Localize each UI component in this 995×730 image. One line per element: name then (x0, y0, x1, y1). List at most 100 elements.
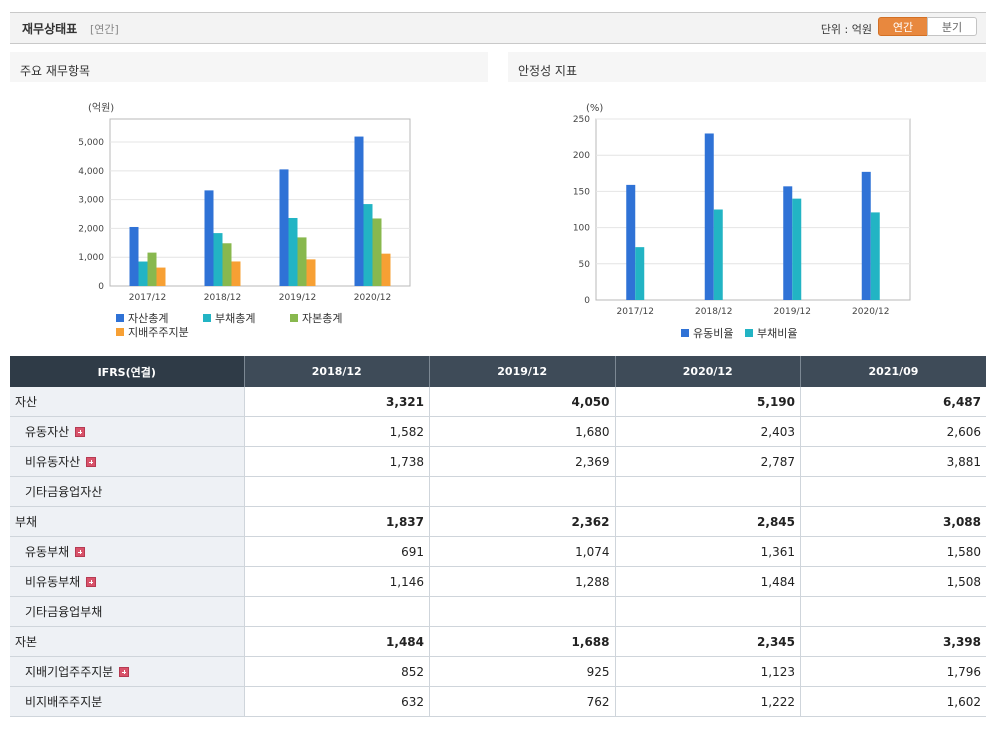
table-cell: 3,088 (800, 506, 986, 537)
y-axis-label: (억원) (88, 102, 114, 114)
legend-swatch (290, 314, 298, 322)
bar-2-2017-12 (635, 247, 645, 300)
table-cell: 1,602 (800, 686, 986, 717)
bar-1-2020-12 (354, 136, 364, 286)
table-cell (800, 596, 986, 627)
row-label-cell: 유동자산 (10, 416, 245, 447)
table-cell: 1,738 (244, 446, 430, 477)
bar-1-2020-12 (861, 171, 871, 300)
row-label-cell: 유동부채 (10, 536, 245, 567)
y-tick-label: 5,000 (78, 138, 104, 148)
bar-2-2017-12 (138, 261, 148, 286)
bar-1-2019-12 (783, 186, 793, 300)
bar-2-2020-12 (363, 204, 373, 286)
table-cell: 1,074 (429, 536, 616, 567)
row-label-cell: 부채 (10, 506, 245, 537)
table-cell: 852 (244, 656, 430, 687)
annual-toggle-button[interactable]: 연간 (878, 17, 928, 36)
table-cell: 1,796 (800, 656, 986, 687)
expand-plus-icon[interactable] (86, 457, 97, 467)
bar-1-2018-12 (204, 190, 214, 286)
table-row: 비유동자산 1,738 2,369 2,787 3,881 (10, 446, 986, 477)
bar-1-2017-12 (129, 226, 139, 286)
bar-3-2017-12 (147, 252, 157, 286)
table-header-row: IFRS(연결) 2018/12 2019/12 2020/12 2021/09 (10, 356, 986, 387)
table-cell: 1,508 (800, 566, 986, 597)
y-tick-label: 100 (573, 224, 590, 234)
table-cell (429, 476, 616, 507)
table-cell: 3,321 (244, 387, 430, 417)
expand-plus-icon[interactable] (86, 577, 97, 587)
expand-plus-icon[interactable] (75, 547, 86, 557)
legend-label: 지배주주지분 (128, 326, 189, 339)
table-cell: 1,123 (615, 656, 801, 687)
table-row: 유동부채 691 1,074 1,361 1,580 (10, 536, 986, 567)
key-items-chart: 0 1,000 2,000 3,000 4,000 5,000 (억원) 2017/12 201… (78, 102, 411, 339)
y-tick-label: 200 (573, 151, 590, 161)
expand-plus-icon[interactable] (75, 427, 86, 437)
row-label: 기타금융업자산 (25, 485, 103, 499)
bar-2-2019-12 (288, 217, 298, 286)
y-tick-label: 0 (98, 282, 104, 292)
legend-label: 부채비율 (757, 327, 797, 340)
table-cell: 1,580 (800, 536, 986, 567)
table-cell (615, 596, 801, 627)
section-header: 재무상태표 [연간] 단위 : 억원 연간 분기 (10, 12, 986, 44)
bar-2-2020-12 (870, 212, 880, 300)
table-cell: 2,845 (615, 506, 801, 537)
column-header: 2020/12 (615, 356, 801, 387)
table-cell: 1,484 (244, 626, 430, 657)
financial-table: IFRS(연결) 2018/12 2019/12 2020/12 2021/09… (10, 356, 986, 717)
table-cell (244, 476, 430, 507)
table-cell: 1,582 (244, 416, 430, 447)
x-tick-label: 2017/12 (129, 293, 166, 303)
row-label: 지배기업주주지분 (25, 665, 114, 679)
table-row: 기타금융업부채 (10, 596, 986, 627)
table-cell: 3,881 (800, 446, 986, 477)
row-label: 부채 (15, 515, 38, 529)
row-label-cell: 비유동부채 (10, 566, 245, 597)
legend-label: 부채총계 (215, 312, 255, 325)
quarterly-toggle-button[interactable]: 분기 (927, 17, 977, 36)
table-row: 비유동부채 1,146 1,288 1,484 1,508 (10, 566, 986, 597)
section-title: 재무상태표 (22, 22, 78, 36)
y-tick-label: 250 (573, 115, 590, 125)
unit-label: 단위 : 억원 (820, 23, 872, 36)
table-cell: 1,680 (429, 416, 616, 447)
legend-label: 유동비율 (693, 327, 733, 340)
y-tick-label: 2,000 (78, 224, 104, 234)
table-cell: 2,787 (615, 446, 801, 477)
table-cell: 1,288 (429, 566, 616, 597)
table-cell: 2,362 (429, 506, 616, 537)
table-corner-header: IFRS(연결) (10, 356, 245, 387)
table-cell: 2,369 (429, 446, 616, 477)
table-cell (800, 476, 986, 507)
bar-3-2019-12 (297, 237, 307, 286)
y-tick-label: 50 (579, 260, 591, 270)
table-cell: 925 (429, 656, 616, 687)
y-tick-label: 0 (584, 296, 590, 306)
x-tick-label: 2018/12 (204, 293, 241, 303)
y-axis-label: (%) (586, 103, 603, 114)
row-label: 자본 (15, 635, 38, 649)
x-tick-label: 2018/12 (695, 307, 732, 317)
bar-2-2019-12 (792, 198, 802, 300)
table-cell: 4,050 (429, 387, 616, 417)
key-items-title: 주요 재무항목 (20, 64, 91, 78)
row-label: 유동부채 (25, 545, 70, 559)
legend-swatch (116, 314, 124, 322)
legend-swatch (203, 314, 211, 322)
bar-3-2018-12 (222, 243, 232, 286)
legend-swatch (745, 329, 753, 337)
row-label-cell: 자산 (10, 387, 245, 417)
x-tick-label: 2019/12 (774, 307, 811, 317)
expand-plus-icon[interactable] (119, 667, 130, 677)
key-items-chart-area: 0 1,000 2,000 3,000 4,000 5,000 (억원) 2017/12 201… (10, 82, 488, 352)
row-label: 기타금융업부채 (25, 605, 103, 619)
legend-label: 자본총계 (302, 312, 342, 325)
row-label-cell: 비유동자산 (10, 446, 245, 477)
table-row: 기타금융업자산 (10, 476, 986, 507)
stability-chart-area: 0 50 100 150 200 250 (%) 2017/12 2018/12 2019/12 2… (508, 82, 986, 352)
row-label: 비지배주주지분 (25, 695, 103, 709)
x-tick-label: 2017/12 (617, 307, 654, 317)
